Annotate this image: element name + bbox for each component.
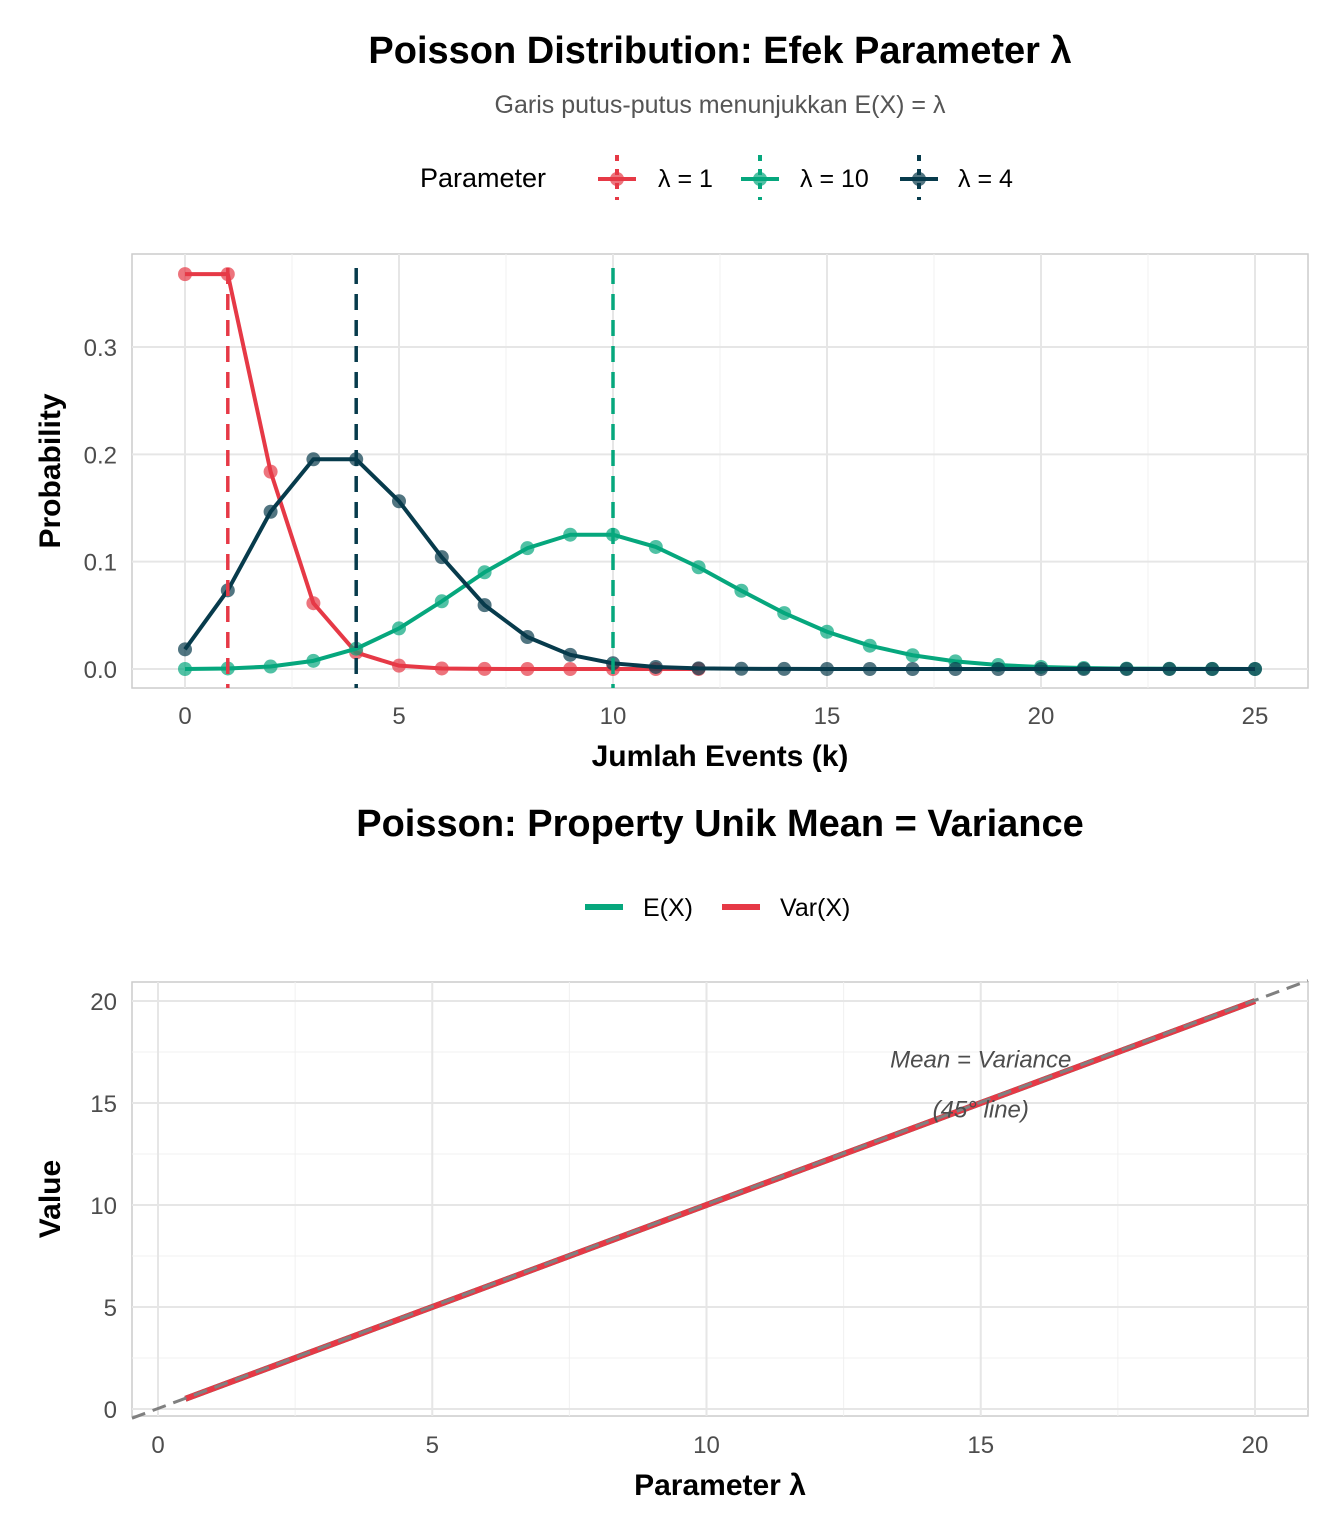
chart1-point [1119,662,1134,676]
legend1-label-1: λ = 1 [658,165,713,193]
legend2-label-2: Var(X) [780,894,851,922]
chart2-title: Poisson: Property Unik Mean = Variance [356,803,1084,845]
chart1-point [563,647,578,662]
chart1-point [178,662,192,676]
chart1-point [178,267,192,282]
chart2-xtick-label: 0 [151,1432,164,1459]
chart1-point [734,661,749,676]
chart1-point [777,661,792,676]
chart1-point [434,661,449,676]
legend1-key-point [610,172,624,186]
chart1-point [691,661,706,676]
legend1-key-point [753,172,767,186]
chart1-xtick-label: 10 [600,703,627,730]
chart2-xtick-label: 15 [967,1432,994,1459]
chart1-point [563,527,578,542]
chart1-point [991,662,1006,676]
chart1-point [948,662,963,676]
chart1-xtick-label: 25 [1242,703,1269,730]
chart2-annotation-line2: (45° line) [933,1096,1029,1123]
chart1-point [477,565,492,580]
chart1-xtick-label: 20 [1028,703,1055,730]
chart2-ytick-label: 20 [90,989,117,1016]
chart1-point [263,504,278,519]
chart2-ytick-label: 0 [104,1397,117,1424]
chart1-point [392,494,406,509]
chart2-reference-line [131,979,1309,1420]
chart1-point [820,662,834,676]
chart1-subtitle: Garis putus-putus menunjukkan E(X) = λ [494,91,946,119]
chart2-xtick-label: 10 [693,1432,720,1459]
chart1-xtick-label: 5 [392,703,405,730]
chart1-point [862,638,877,653]
chart1-point [349,641,364,656]
chart1-ytick-label: 0.2 [84,442,117,469]
chart1-point [477,598,492,613]
chart1-point [691,560,706,575]
chart1-point [1248,662,1262,676]
chart2-xtick-label: 5 [426,1432,439,1459]
legend1-label-3: λ = 4 [958,165,1013,193]
chart1-ytick-label: 0.1 [84,550,117,577]
chart1-point [905,648,920,663]
chart1-point [777,606,792,621]
legend2-label-1: E(X) [643,894,693,922]
legend1-title: Parameter [420,163,547,193]
chart1-series-line [185,272,699,671]
chart1-point [820,624,834,639]
chart1-point [1076,662,1091,676]
chart1-point [434,550,449,565]
chart1-series-line [183,457,1255,671]
chart1-point [520,630,535,645]
chart1-ytick-label: 0.3 [84,335,117,362]
chart1-point [563,662,578,676]
legend1-label-2: λ = 10 [800,165,869,193]
chart1-point [734,583,749,598]
chart1-point [520,662,535,676]
chart1-xtick-label: 15 [814,703,841,730]
chart1-xtick-label: 0 [178,703,191,730]
chart2-ytick-label: 10 [90,1193,117,1220]
chart2-xlabel: Parameter λ [634,1469,806,1502]
chart1-point [905,662,920,676]
chart1-point [306,452,321,467]
chart1-ytick-label: 0.0 [84,657,117,684]
chart2-ytick-label: 5 [104,1295,117,1322]
chart2-ytick-label: 15 [90,1091,117,1118]
chart1-point [1034,662,1048,676]
chart2-ylabel: Value [34,1160,67,1238]
chart1-point [306,653,321,668]
chart2-xtick-label: 20 [1242,1432,1269,1459]
chart1-point [520,541,535,556]
chart1-point [392,658,406,673]
chart2-annotation-line1: Mean = Variance [890,1046,1071,1073]
chart1-point [263,659,278,674]
chart1-xlabel: Jumlah Events (k) [592,740,849,773]
chart1-point [862,662,877,676]
chart1-point [1205,662,1220,676]
chart2-panel [131,981,1309,1417]
chart1-point [263,464,278,479]
chart1-ylabel: Probability [34,393,67,548]
chart1-point [648,659,663,674]
chart1-title: Poisson Distribution: Efek Parameter λ [368,30,1072,72]
chart1-point [477,661,492,676]
chart1-point [392,621,406,636]
chart1-point [178,642,192,657]
chart1-point [306,596,321,611]
chart1-point [434,594,449,609]
chart1-point [648,539,663,554]
chart1-point [1162,662,1177,676]
legend1-key-point [912,172,926,186]
